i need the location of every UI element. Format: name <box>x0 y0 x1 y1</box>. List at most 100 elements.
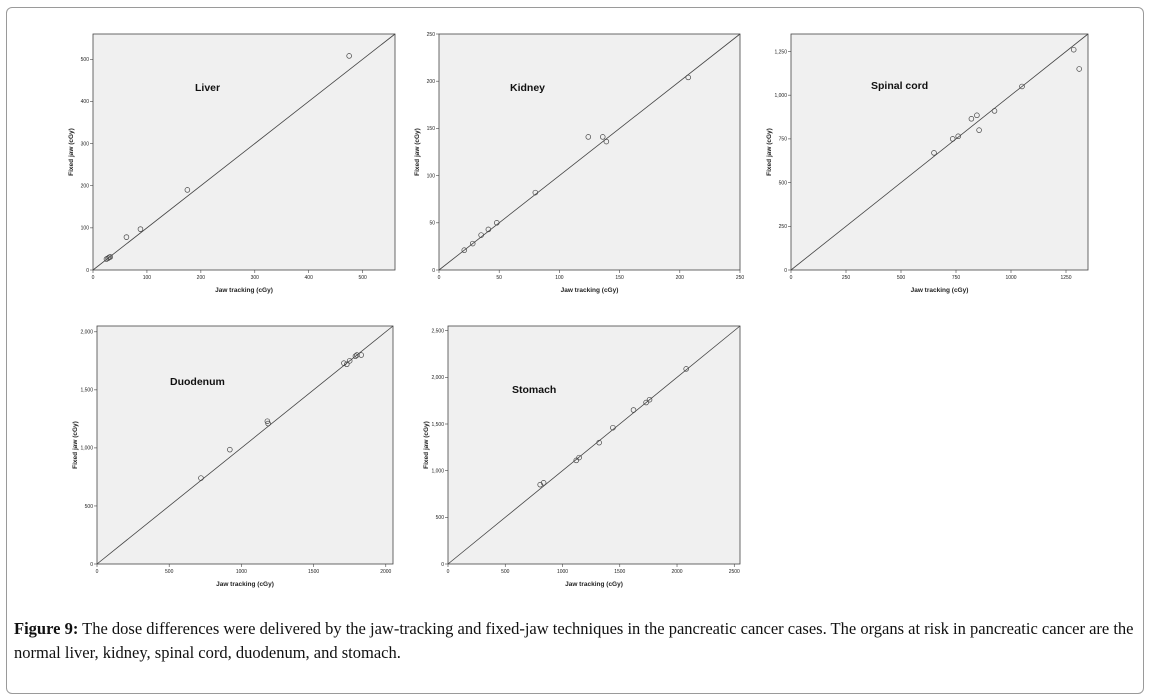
x-tick-label: 100 <box>143 275 152 281</box>
identity-line <box>790 33 1089 271</box>
data-point <box>596 439 602 446</box>
identity-line <box>438 33 741 271</box>
data-point <box>494 220 500 226</box>
data-point <box>461 247 468 253</box>
y-tick-label: 0 <box>86 268 89 274</box>
y-tick-label: 200 <box>81 184 90 190</box>
y-tick-label: 2,000 <box>80 330 93 336</box>
x-tick-label: 500 <box>358 275 367 281</box>
data-point <box>540 480 547 486</box>
data-point <box>585 134 592 140</box>
y-tick-label: 2,500 <box>431 328 444 334</box>
y-axis-label: Fixed jaw (cGy) <box>423 421 430 469</box>
x-tick-label: 100 <box>555 275 564 281</box>
identity-line <box>92 33 396 271</box>
data-point <box>123 234 130 240</box>
data-point <box>227 446 233 453</box>
chart-title: Stomach <box>512 384 556 396</box>
y-tick-label: 0 <box>784 268 787 274</box>
x-tick-label: 500 <box>501 569 510 575</box>
x-tick-label: 2000 <box>671 569 682 575</box>
data-point <box>976 127 982 133</box>
x-tick-label: 750 <box>952 275 961 281</box>
y-tick-label: 1,000 <box>774 93 787 99</box>
spinal-cord-chart: 0 250 500 750 1000 1250 0 250 500 750 1,000 1,250 Ja… <box>766 33 1089 294</box>
data-point <box>603 138 610 145</box>
data-point <box>344 361 350 368</box>
y-axis-label: Fixed jaw (cGy) <box>414 128 421 176</box>
data-point <box>630 407 637 413</box>
x-tick-label: 1500 <box>308 569 319 575</box>
x-tick-label: 1250 <box>1060 275 1071 281</box>
x-tick-label: 200 <box>197 275 206 281</box>
x-tick-label: 1000 <box>236 569 247 575</box>
data-point <box>107 254 114 260</box>
x-tick-label: 150 <box>615 275 624 281</box>
x-tick-label: 250 <box>736 275 745 281</box>
x-axis-label: Jaw tracking (cGy) <box>565 581 623 588</box>
data-point <box>537 481 543 488</box>
x-tick-label: 200 <box>676 275 685 281</box>
y-tick-label: 500 <box>436 515 445 521</box>
caption-label: Figure 9: <box>14 619 79 638</box>
y-tick-label: 250 <box>427 32 436 38</box>
x-tick-label: 400 <box>305 275 314 281</box>
y-tick-label: 0 <box>432 268 435 274</box>
y-tick-label: 1,500 <box>80 388 93 394</box>
x-tick-label: 1500 <box>614 569 625 575</box>
data-point <box>1076 66 1082 72</box>
data-point <box>265 420 271 427</box>
y-tick-label: 500 <box>81 57 90 63</box>
chart-title: Kidney <box>510 82 545 94</box>
x-axis-label: Jaw tracking (cGy) <box>911 287 969 294</box>
data-point <box>1019 83 1025 90</box>
y-axis-label: Fixed jaw (cGy) <box>766 128 773 176</box>
x-tick-label: 0 <box>447 569 450 575</box>
x-axis-label: Jaw tracking (cGy) <box>216 581 274 588</box>
y-tick-label: 1,250 <box>774 49 787 55</box>
x-tick-label: 2000 <box>380 569 391 575</box>
data-point <box>352 353 359 359</box>
data-point <box>576 454 582 461</box>
y-tick-label: 1,500 <box>431 422 444 428</box>
data-point <box>573 457 580 464</box>
x-tick-label: 500 <box>165 569 174 575</box>
x-tick-label: 1000 <box>557 569 568 575</box>
identity-line <box>447 325 741 565</box>
data-point <box>346 53 352 59</box>
y-tick-label: 100 <box>81 226 90 232</box>
y-tick-label: 500 <box>779 180 788 186</box>
y-tick-label: 50 <box>429 221 435 227</box>
y-tick-label: 150 <box>427 126 436 132</box>
data-point <box>341 360 347 366</box>
data-point <box>991 108 998 114</box>
kidney-chart: 0 50 100 150 200 250 0 50 100 150 200 250 Jaw tracki… <box>414 32 745 294</box>
x-tick-label: 300 <box>251 275 260 281</box>
duodenum-chart: 0 500 1000 1500 2000 0 500 1,000 1,500 2,000 Jaw t… <box>72 325 394 588</box>
x-tick-label: 1000 <box>1005 275 1016 281</box>
y-tick-label: 500 <box>85 504 94 510</box>
data-point <box>532 189 539 196</box>
stomach-chart: 0 500 1000 1500 2000 2500 0 500 1,000 1,500 2,000 2… <box>423 325 741 588</box>
data-point <box>358 352 364 358</box>
y-tick-label: 400 <box>81 99 90 105</box>
data-point <box>968 116 975 122</box>
y-tick-label: 1,000 <box>80 446 93 452</box>
data-point <box>685 74 691 81</box>
data-point <box>646 396 653 403</box>
x-tick-label: 250 <box>842 275 851 281</box>
data-point <box>931 150 937 156</box>
data-point <box>949 136 956 142</box>
data-point <box>137 226 144 232</box>
data-point <box>264 418 271 424</box>
data-point <box>485 226 492 233</box>
x-axis-label: Jaw tracking (cGy) <box>215 287 273 294</box>
x-axis-label: Jaw tracking (cGy) <box>561 287 619 294</box>
y-tick-label: 1,000 <box>431 468 444 474</box>
liver-chart: 0 100 200 300 400 500 0 100 200 300 400 500 Jaw trac… <box>68 33 396 294</box>
data-point <box>643 399 649 406</box>
x-tick-label: 0 <box>438 275 441 281</box>
y-axis-label: Fixed jaw (cGy) <box>68 128 75 176</box>
data-point <box>1070 46 1077 53</box>
data-point <box>599 134 606 140</box>
